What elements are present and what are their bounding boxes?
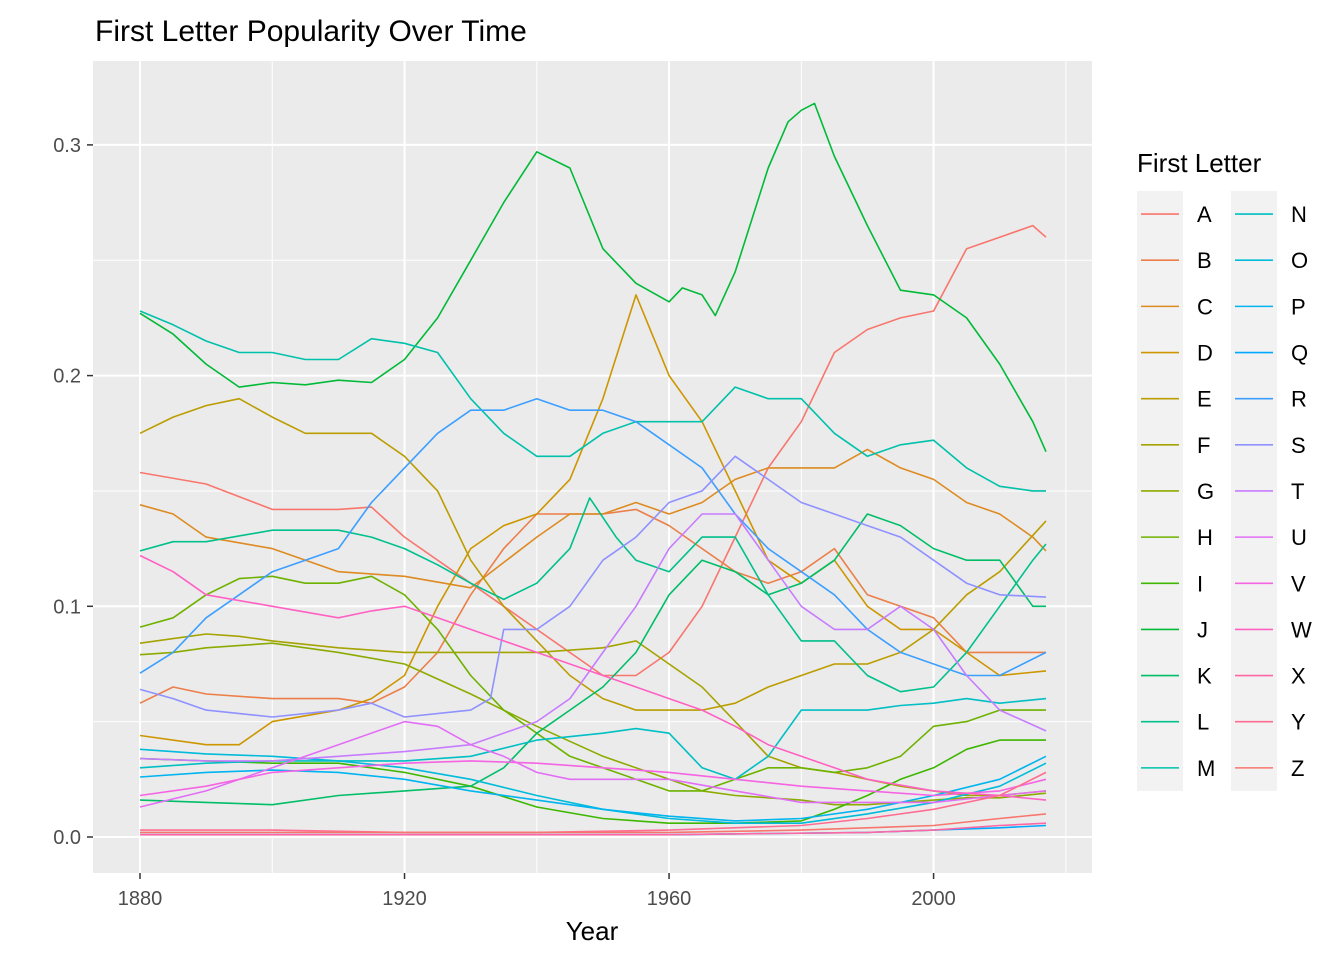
- series-line-x: [140, 822, 1047, 836]
- x-tick-label: 2000: [911, 888, 956, 910]
- series-line-n: [139, 697, 1047, 781]
- legend-label-b: B: [1197, 248, 1212, 273]
- legend-label-u: U: [1291, 525, 1307, 550]
- x-axis-label: Year: [566, 916, 619, 946]
- legend-title: First Letter: [1137, 148, 1262, 178]
- legend-label-q: Q: [1291, 341, 1308, 366]
- x-tick-label: 1920: [382, 888, 427, 910]
- series-line-w: [139, 554, 1047, 801]
- series-lines: [139, 102, 1047, 836]
- legend-label-g: G: [1197, 479, 1214, 504]
- grid-minor: [93, 61, 1092, 873]
- series-line-l: [139, 497, 1047, 693]
- series-line-y: [140, 771, 1047, 834]
- legend-label-d: D: [1197, 341, 1213, 366]
- series-line-h: [139, 575, 1046, 792]
- series-line-u: [139, 720, 1047, 808]
- legend-label-y: Y: [1291, 710, 1306, 735]
- legend-label-f: F: [1197, 433, 1210, 458]
- y-tick-label: 0.0: [53, 827, 81, 849]
- legend-label-z: Z: [1291, 756, 1304, 781]
- y-tick-label: 0.1: [53, 596, 81, 618]
- legend-label-j: J: [1197, 617, 1208, 642]
- legend-label-o: O: [1291, 248, 1308, 273]
- series-line-z: [140, 813, 1047, 834]
- series-line-v: [139, 760, 1047, 797]
- x-tick-label: 1960: [647, 888, 692, 910]
- series-line-i: [139, 739, 1046, 824]
- legend-label-h: H: [1197, 525, 1213, 550]
- y-axis: 0.0 0.1 0.2 0.3: [53, 135, 93, 849]
- legend-label-p: P: [1291, 294, 1306, 319]
- legend-label-l: L: [1197, 710, 1209, 735]
- series-line-s: [139, 455, 1047, 718]
- legend-label-v: V: [1291, 571, 1306, 596]
- series-line-b: [139, 508, 1046, 704]
- series-line-k: [139, 513, 1046, 806]
- legend-label-n: N: [1291, 202, 1307, 227]
- legend-label-e: E: [1197, 387, 1212, 412]
- series-line-j: [139, 102, 1047, 453]
- plot-panel: [93, 61, 1092, 873]
- grid-major: [93, 61, 1092, 873]
- legend-label-a: A: [1197, 202, 1212, 227]
- legend-label-x: X: [1291, 664, 1306, 689]
- legend-label-r: R: [1291, 387, 1307, 412]
- legend-label-w: W: [1291, 617, 1312, 642]
- series-line-e: [139, 397, 1047, 711]
- series-line-t: [139, 513, 1047, 762]
- series-line-m: [139, 310, 1046, 492]
- y-tick-label: 0.3: [53, 135, 81, 157]
- x-tick-label: 1880: [118, 888, 163, 910]
- legend-label-m: M: [1197, 756, 1215, 781]
- legend-label-c: C: [1197, 294, 1213, 319]
- legend-label-i: I: [1197, 571, 1203, 596]
- y-tick-label: 0.2: [53, 366, 81, 388]
- legend-label-s: S: [1291, 433, 1306, 458]
- series-line-r: [139, 397, 1047, 677]
- series-line-a: [139, 224, 1047, 677]
- legend-label-k: K: [1197, 664, 1212, 689]
- series-line-c: [139, 448, 1047, 589]
- chart-title: First Letter Popularity Over Time: [95, 15, 527, 48]
- x-axis: 1880 1920 1960 2000: [118, 873, 956, 910]
- legend-label-t: T: [1291, 479, 1304, 504]
